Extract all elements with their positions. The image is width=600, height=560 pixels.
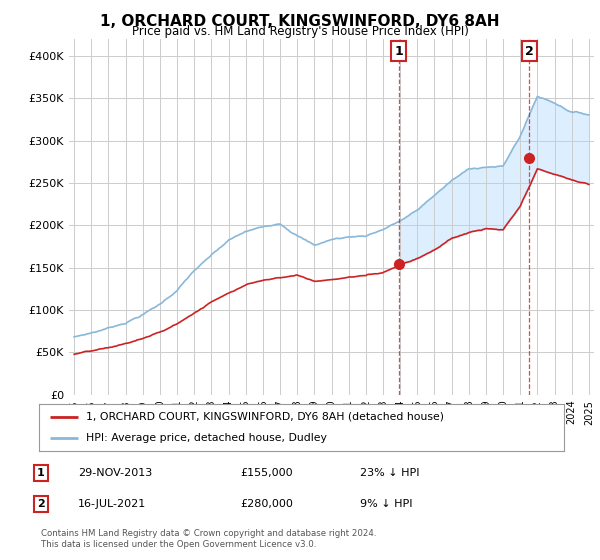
- Text: Contains HM Land Registry data © Crown copyright and database right 2024.
This d: Contains HM Land Registry data © Crown c…: [41, 529, 376, 549]
- Text: 29-NOV-2013: 29-NOV-2013: [78, 468, 152, 478]
- Text: 2: 2: [525, 45, 534, 58]
- Text: 1: 1: [394, 45, 403, 58]
- Text: 1: 1: [37, 468, 44, 478]
- Text: HPI: Average price, detached house, Dudley: HPI: Average price, detached house, Dudl…: [86, 433, 327, 444]
- Text: £280,000: £280,000: [240, 499, 293, 509]
- Text: 23% ↓ HPI: 23% ↓ HPI: [360, 468, 419, 478]
- Text: £155,000: £155,000: [240, 468, 293, 478]
- Text: 2: 2: [37, 499, 44, 509]
- Text: 9% ↓ HPI: 9% ↓ HPI: [360, 499, 413, 509]
- Text: 16-JUL-2021: 16-JUL-2021: [78, 499, 146, 509]
- Text: Price paid vs. HM Land Registry's House Price Index (HPI): Price paid vs. HM Land Registry's House …: [131, 25, 469, 38]
- Text: 1, ORCHARD COURT, KINGSWINFORD, DY6 8AH: 1, ORCHARD COURT, KINGSWINFORD, DY6 8AH: [100, 14, 500, 29]
- Text: 1, ORCHARD COURT, KINGSWINFORD, DY6 8AH (detached house): 1, ORCHARD COURT, KINGSWINFORD, DY6 8AH …: [86, 412, 444, 422]
